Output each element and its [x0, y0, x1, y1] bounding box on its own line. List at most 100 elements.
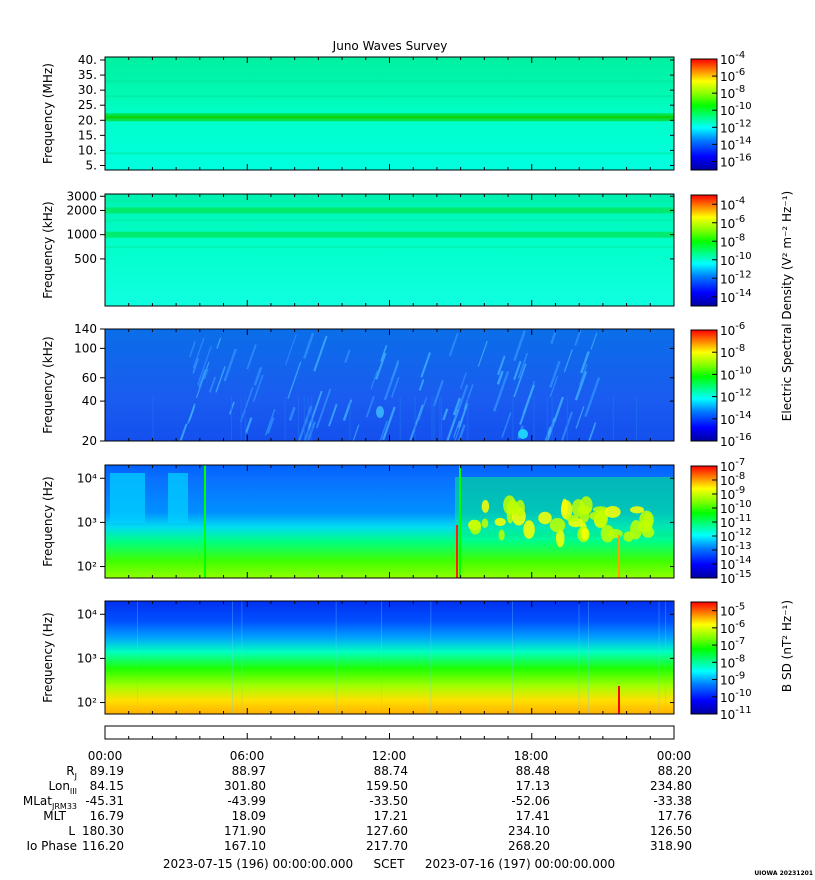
- emission-blob: [595, 508, 608, 529]
- burst-streak: [549, 360, 561, 388]
- emission-blob: [469, 520, 482, 535]
- y-axis-label: Frequency (MHz): [41, 63, 55, 164]
- burst-streak: [560, 411, 573, 441]
- burst-streak: [285, 334, 297, 366]
- y-tick-label: 10²: [77, 560, 97, 574]
- burst-streak: [215, 366, 226, 393]
- start-date: 2023-07-15 (196) 00:00:00.000: [163, 857, 353, 871]
- heatmap-background: [105, 601, 674, 714]
- colorbar: [690, 58, 718, 171]
- ephemeris-value: 167.10: [224, 839, 266, 853]
- ephemeris-value: 88.20: [658, 764, 692, 778]
- burst-streak: [390, 376, 400, 398]
- colorbar-tick-label: 10-6: [720, 214, 745, 231]
- emission-blob: [604, 506, 621, 518]
- ephemeris-value: 268.20: [508, 839, 550, 853]
- colorbar-tick-label: 10-7: [720, 636, 745, 653]
- emission-blob: [515, 499, 525, 517]
- y-axis-label: Frequency (kHz): [41, 201, 55, 298]
- emission-blob: [638, 520, 653, 533]
- colorbar-tick-label: 10-6: [720, 619, 745, 636]
- ephemeris-value: 171.90: [224, 824, 266, 838]
- emission-patch: [168, 473, 188, 523]
- y-tick-label: 35.: [78, 68, 97, 82]
- emission-blob: [481, 499, 490, 513]
- heatmap-content: [105, 194, 674, 306]
- emission-blob: [566, 515, 579, 523]
- ephemeris-value: 16.79: [90, 809, 124, 823]
- burst-streak: [513, 360, 522, 380]
- burst-streak: [477, 340, 488, 367]
- emission-blob: [623, 531, 634, 542]
- colorbar-tick-label: 10-10: [720, 101, 752, 118]
- burst-streak: [546, 422, 555, 441]
- burst-streak: [584, 377, 601, 417]
- burst-streak: [497, 355, 506, 376]
- emission-blob: [561, 498, 568, 515]
- io-phase-label: Io Phase: [26, 839, 77, 853]
- colorbar-tick-label: 10-10: [720, 251, 752, 268]
- colorbar-tick-label: 10-8: [720, 84, 745, 101]
- lon-label: LonIII: [49, 779, 78, 796]
- y-tick-label: 40.: [78, 53, 97, 67]
- burst-streak: [179, 423, 188, 441]
- burst-streak: [457, 424, 466, 441]
- ephemeris-value: 127.60: [366, 824, 408, 838]
- colorbar: [690, 465, 718, 579]
- burst-streak: [454, 384, 469, 420]
- burst-streak: [197, 346, 212, 386]
- burst-streak: [352, 424, 360, 441]
- y-tick-label: 20.: [78, 113, 97, 127]
- faint-band: [105, 80, 674, 83]
- burst-streak: [365, 396, 375, 418]
- burst-streak: [208, 376, 217, 393]
- ephemeris-value: 88.48: [516, 764, 550, 778]
- corner-stamp: UIOWA 20231201: [754, 870, 813, 877]
- ephemeris-values: 89.19 88.97 88.74 88.48 88.20 84.15 301.80 159.…: [82, 764, 692, 853]
- colorbar-tick-label: 10-8: [720, 653, 745, 670]
- y-tick-label: 2000: [66, 203, 97, 217]
- heatmap-content: [105, 57, 674, 170]
- emission-blob: [549, 518, 566, 533]
- time-tick-label: 06:00: [230, 749, 265, 763]
- burst-streak: [549, 376, 559, 398]
- burst-streak: [418, 379, 425, 391]
- burst-streak: [517, 352, 529, 379]
- burst-streak: [453, 420, 461, 438]
- burst-streak: [459, 372, 467, 389]
- emission-patch: [110, 473, 145, 523]
- faint-band: [105, 152, 674, 155]
- burst-streak: [382, 406, 396, 441]
- burst-streak: [496, 370, 504, 385]
- burst-streak: [501, 412, 512, 438]
- colorbar: [690, 194, 718, 307]
- burst-streak: [370, 370, 379, 390]
- colorbar-tick-label: 10-6: [720, 67, 745, 84]
- burst-streak: [375, 352, 387, 380]
- time-tick-label: 12:00: [372, 749, 407, 763]
- burst-streak: [264, 408, 276, 436]
- burst-streak: [315, 388, 332, 429]
- colorbar-tick-label: 10-12: [720, 388, 752, 405]
- ephemeris-value: 84.15: [90, 779, 124, 793]
- ephemeris-value: 88.74: [374, 764, 408, 778]
- colorbar-tick-label: 10-10: [720, 365, 752, 382]
- ephemeris-value: 17.21: [374, 809, 408, 823]
- spectrogram-panel: [104, 328, 675, 442]
- spectrogram-panel: [104, 600, 675, 715]
- burst-spot: [518, 429, 528, 439]
- y-axis-label: Frequency (Hz): [41, 612, 55, 703]
- colorbar-tick-label: 10-11: [720, 705, 752, 722]
- burst-streak: [307, 390, 323, 431]
- colorbar-tick-label: 10-8: [720, 232, 745, 249]
- time-strip-ticks: [104, 733, 675, 739]
- colorbar-tick-label: 10-16: [720, 152, 752, 169]
- y-axis-label: Frequency (kHz): [41, 336, 55, 433]
- ephemeris-value: 89.19: [90, 764, 124, 778]
- ephemeris-value: 159.50: [366, 779, 408, 793]
- colorbar-tick-label: 10-4: [720, 50, 745, 67]
- time-tick-label: 18:00: [514, 749, 549, 763]
- y-tick-label: 10⁴: [77, 607, 97, 621]
- emission-band: [105, 207, 674, 214]
- ephemeris-value: 126.50: [650, 824, 692, 838]
